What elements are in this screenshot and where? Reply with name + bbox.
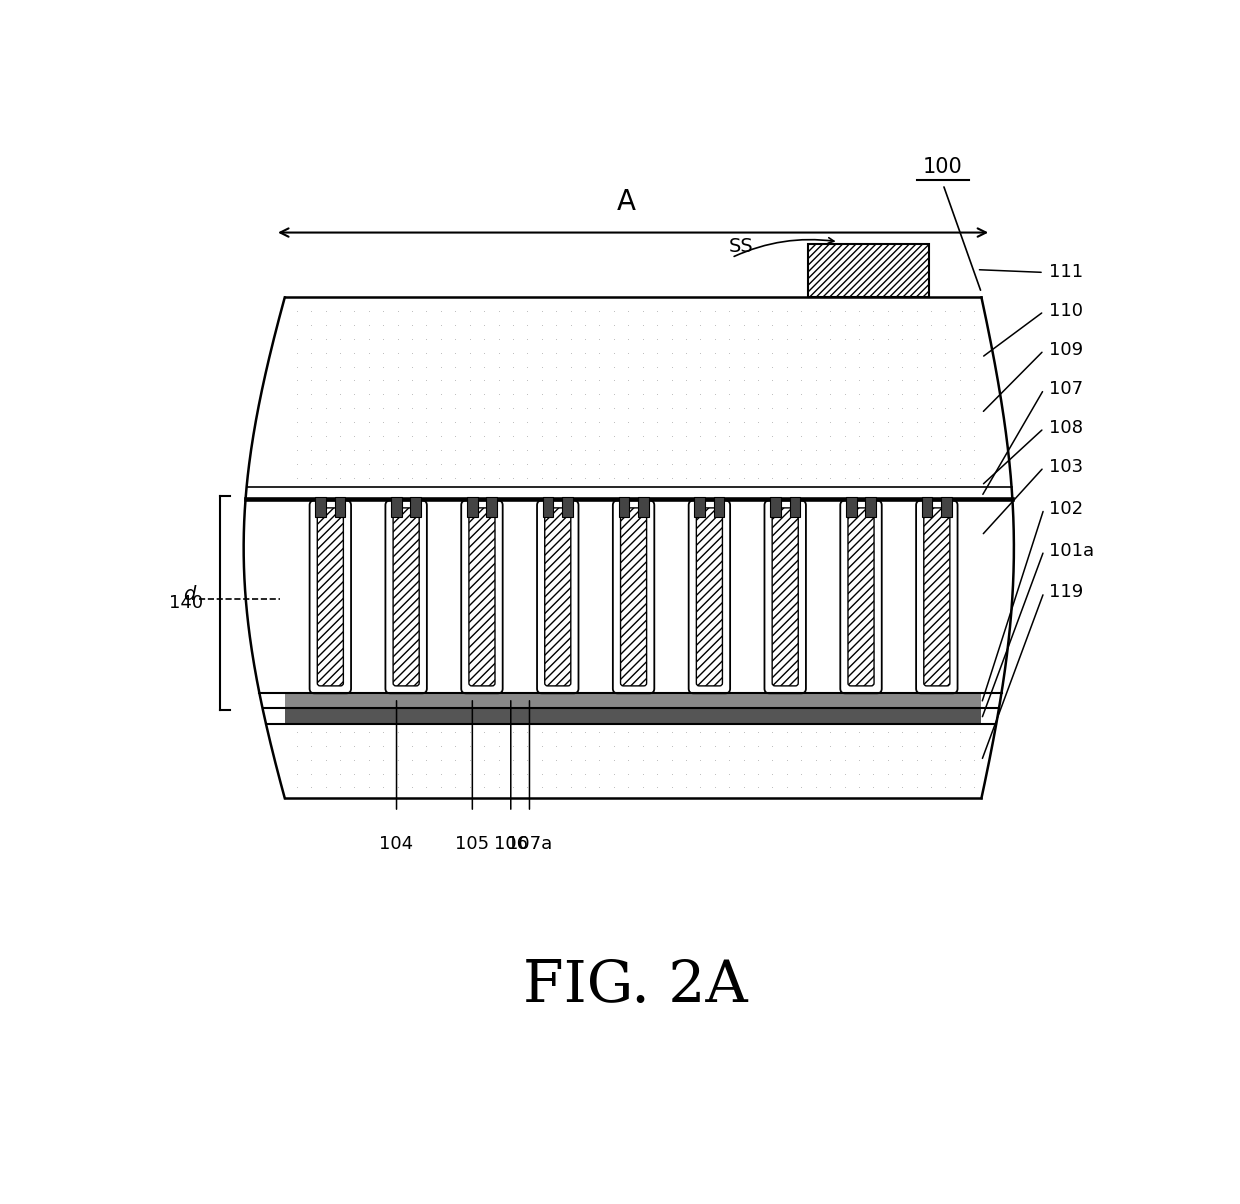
Bar — [286, 300, 980, 488]
Bar — [410, 497, 422, 518]
FancyBboxPatch shape — [544, 508, 570, 686]
Bar — [486, 497, 497, 518]
Bar — [335, 497, 345, 518]
Bar — [391, 497, 402, 518]
FancyBboxPatch shape — [848, 508, 874, 686]
Bar — [543, 497, 553, 518]
FancyBboxPatch shape — [916, 501, 957, 694]
Text: A: A — [616, 188, 635, 216]
Text: 108: 108 — [1049, 419, 1083, 437]
Bar — [770, 497, 781, 518]
FancyBboxPatch shape — [310, 501, 351, 694]
Text: 107a: 107a — [507, 836, 552, 854]
Bar — [714, 497, 724, 518]
FancyBboxPatch shape — [620, 508, 646, 686]
Bar — [285, 708, 982, 724]
FancyBboxPatch shape — [697, 508, 723, 686]
FancyBboxPatch shape — [613, 501, 655, 694]
Bar — [694, 497, 706, 518]
Text: 104: 104 — [379, 836, 414, 854]
Text: d: d — [184, 585, 196, 603]
Bar — [921, 497, 932, 518]
Text: 102: 102 — [1049, 500, 1083, 518]
Bar — [619, 497, 629, 518]
FancyBboxPatch shape — [537, 501, 579, 694]
FancyBboxPatch shape — [688, 501, 730, 694]
FancyBboxPatch shape — [469, 508, 495, 686]
FancyBboxPatch shape — [461, 501, 502, 694]
Text: 105: 105 — [455, 836, 490, 854]
Text: FIG. 2A: FIG. 2A — [523, 958, 748, 1014]
FancyBboxPatch shape — [924, 508, 950, 686]
Bar — [285, 694, 982, 708]
Bar — [846, 497, 857, 518]
FancyBboxPatch shape — [393, 508, 419, 686]
Bar — [637, 497, 649, 518]
Bar — [808, 243, 929, 297]
Text: 119: 119 — [1049, 583, 1083, 601]
FancyBboxPatch shape — [386, 501, 427, 694]
Text: 140: 140 — [169, 594, 203, 612]
Bar — [285, 498, 982, 694]
Text: 107: 107 — [1049, 380, 1083, 399]
FancyBboxPatch shape — [765, 501, 806, 694]
Bar — [790, 497, 800, 518]
Text: 111: 111 — [1049, 264, 1083, 282]
FancyBboxPatch shape — [773, 508, 799, 686]
Text: 100: 100 — [923, 157, 963, 177]
Bar — [866, 497, 875, 518]
Bar — [467, 497, 477, 518]
FancyBboxPatch shape — [317, 508, 343, 686]
Text: 109: 109 — [1049, 341, 1083, 359]
FancyBboxPatch shape — [841, 501, 882, 694]
Bar — [941, 497, 952, 518]
Bar — [286, 725, 980, 797]
Text: 103: 103 — [1049, 458, 1083, 476]
Text: 110: 110 — [1049, 302, 1083, 320]
Text: 101a: 101a — [1049, 542, 1094, 560]
Text: 106: 106 — [494, 836, 528, 854]
Bar — [562, 497, 573, 518]
Text: SS: SS — [729, 237, 754, 255]
Bar — [315, 497, 326, 518]
